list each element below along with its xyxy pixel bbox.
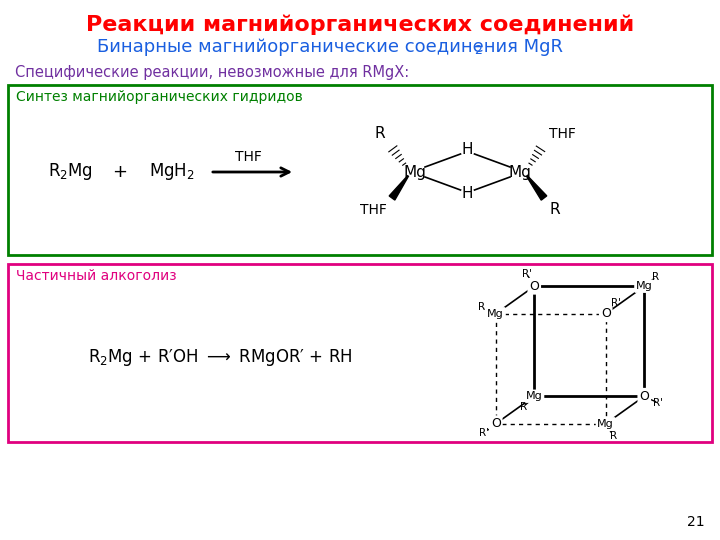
Text: Специфические реакции, невозможные для RMgX:: Специфические реакции, невозможные для R… (15, 65, 409, 80)
Text: Реакции магнийорганических соединений: Реакции магнийорганических соединений (86, 15, 634, 35)
Text: R: R (478, 302, 485, 312)
Text: Синтез магнийорганических гидридов: Синтез магнийорганических гидридов (16, 90, 302, 104)
Text: R': R' (479, 428, 489, 438)
Text: H: H (462, 186, 473, 201)
Text: Mg: Mg (508, 165, 531, 179)
Text: H: H (462, 143, 473, 158)
Text: 2: 2 (474, 44, 482, 57)
Text: R: R (549, 202, 560, 218)
Text: O: O (529, 280, 539, 293)
Text: THF: THF (235, 150, 261, 164)
Polygon shape (526, 176, 546, 200)
Text: R': R' (522, 269, 532, 279)
Text: O: O (600, 307, 611, 320)
Text: Mg: Mg (487, 309, 504, 319)
Bar (8, 85, 712, 255)
Text: O: O (491, 417, 500, 430)
Bar (8, 264, 712, 442)
Text: R: R (652, 272, 660, 282)
Text: Mg: Mg (404, 165, 426, 179)
Polygon shape (390, 176, 408, 200)
Text: Бинарные магнийорганические соединения MgR: Бинарные магнийорганические соединения M… (97, 38, 563, 56)
Text: Mg: Mg (598, 418, 614, 429)
Text: +: + (112, 163, 127, 181)
Text: 21: 21 (688, 515, 705, 529)
Text: Частичный алкоголиз: Частичный алкоголиз (16, 269, 176, 283)
Text: R': R' (611, 298, 621, 308)
Text: R: R (610, 431, 617, 441)
Text: Mg: Mg (526, 392, 543, 401)
Text: THF: THF (359, 203, 387, 217)
Text: R: R (521, 402, 527, 412)
Text: R': R' (653, 398, 663, 408)
Text: R$_2$Mg + R′OH $\longrightarrow$ RMgOR′ + RH: R$_2$Mg + R′OH $\longrightarrow$ RMgOR′ … (88, 348, 352, 368)
Text: Mg: Mg (636, 281, 652, 291)
Text: O: O (639, 390, 649, 403)
Text: R$_2$Mg: R$_2$Mg (48, 161, 92, 183)
Text: MgH$_2$: MgH$_2$ (149, 161, 195, 183)
Text: THF: THF (549, 127, 575, 141)
Text: R: R (374, 126, 385, 141)
